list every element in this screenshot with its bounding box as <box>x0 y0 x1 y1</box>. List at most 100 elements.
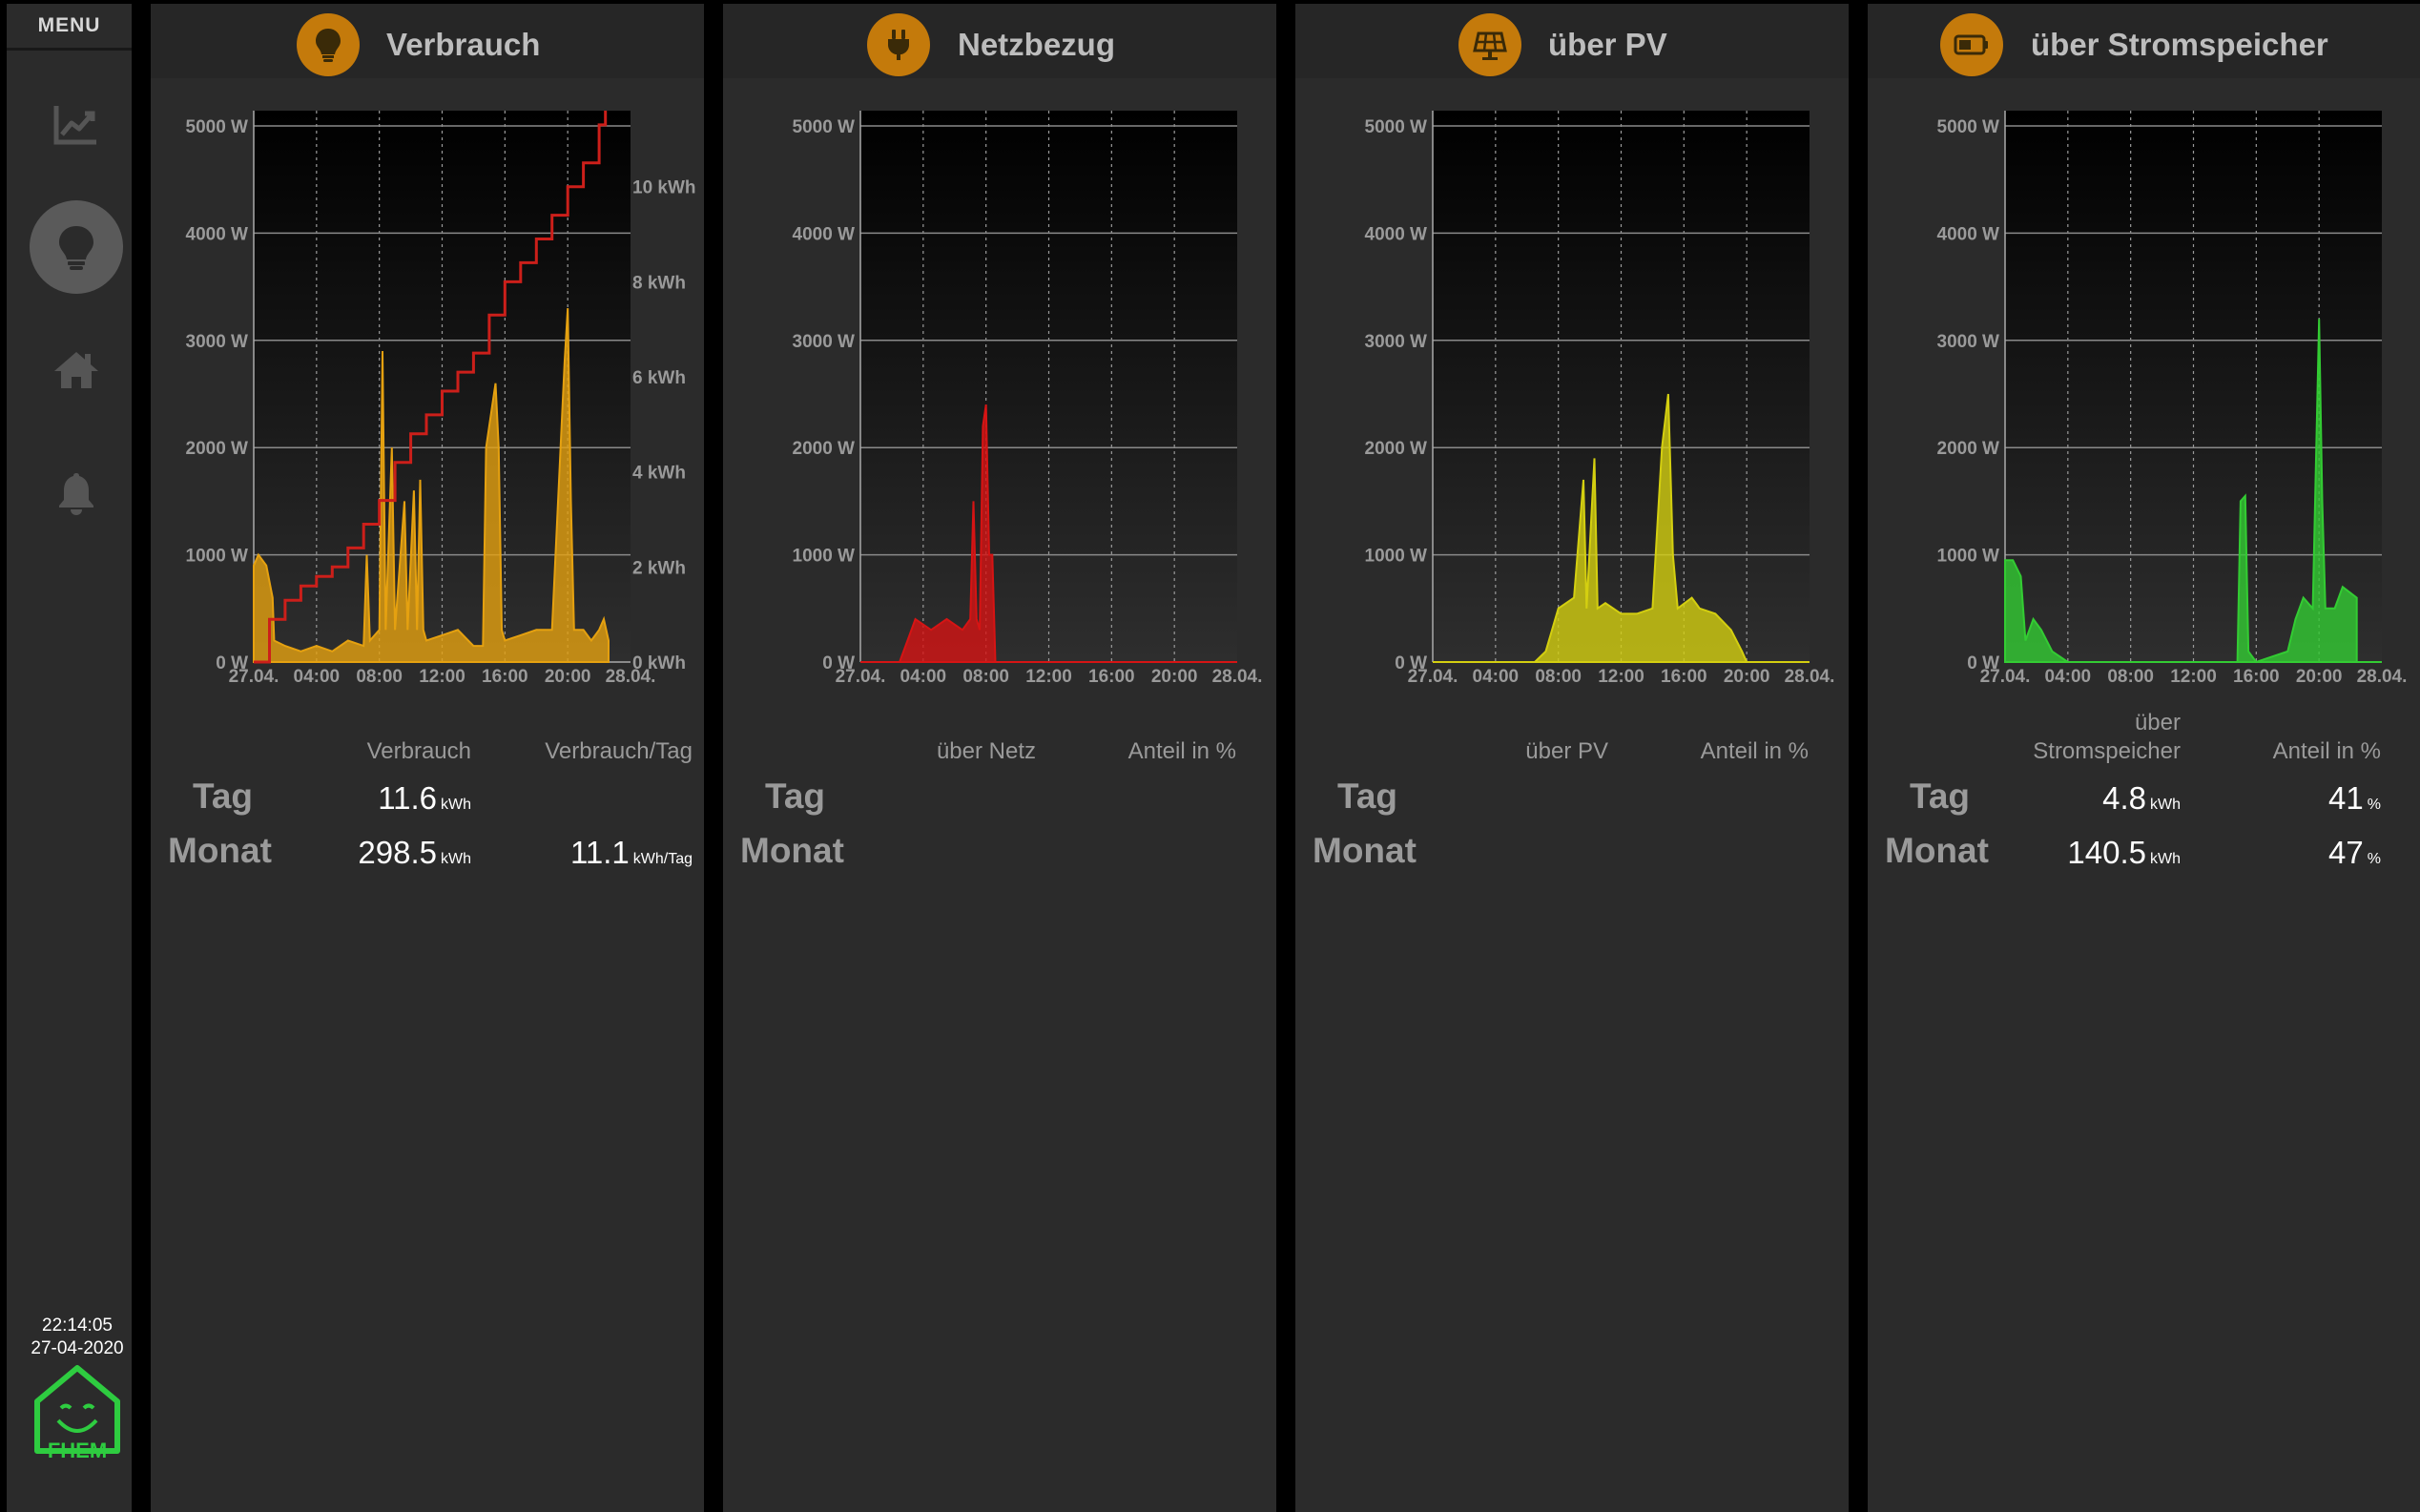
tag-value: 11.6 kWh <box>378 780 471 816</box>
x-tick-label: 28.04. <box>1212 667 1263 687</box>
y-tick-label: 3000 W <box>1365 332 1428 352</box>
x-tick-label: 04:00 <box>2045 667 2092 687</box>
chart-line-icon <box>53 106 96 145</box>
x-tick-label: 20:00 <box>2296 667 2343 687</box>
y-tick-label: 5000 W <box>1937 117 2000 137</box>
x-tick-label: 08:00 <box>1535 667 1582 687</box>
panel-header: Verbrauch <box>151 4 704 78</box>
panel-netzbezug: Netzbezug 27.04. 04:00 08:00 12:00 16:00 20:0… <box>723 4 1276 1512</box>
y-tick-label: 5000 W <box>186 117 249 137</box>
y2-tick-label: 0 kWh <box>632 653 686 673</box>
series-area <box>253 308 610 663</box>
header-icon-badge <box>1940 13 2003 76</box>
x-tick-label: 08:00 <box>962 667 1009 687</box>
y-tick-label: 2000 W <box>1365 439 1428 459</box>
y-tick-label: 4000 W <box>1937 224 2000 244</box>
nav-charts-button[interactable] <box>30 77 123 171</box>
x-tick-label: 08:00 <box>356 667 403 687</box>
x-tick-label: 16:00 <box>482 667 528 687</box>
plug-icon <box>888 30 909 60</box>
row-label-monat: Monat <box>1313 831 1417 870</box>
y2-tick-label: 4 kWh <box>632 464 686 484</box>
y-tick-label: 1000 W <box>793 547 856 567</box>
col1-header-line2: Stromspeicher <box>2033 738 2181 764</box>
x-tick-label: 27.04. <box>1980 667 2031 687</box>
monat-value: 140.5 kWh <box>2067 835 2181 870</box>
row-label-tag: Tag <box>1337 777 1398 816</box>
clock-date: 27-04-2020 <box>31 1338 124 1358</box>
y-tick-label: 3000 W <box>1937 332 2000 352</box>
col1-header: über PV <box>1525 738 1608 764</box>
monat-percent-value: 47% <box>2328 835 2381 870</box>
x-tick-label: 04:00 <box>1473 667 1520 687</box>
nav-notifications-button[interactable] <box>30 446 123 540</box>
menu-divider <box>7 48 132 51</box>
y2-tick-label: 10 kWh <box>632 178 696 198</box>
verbrauch-chart: 27.04. 04:00 08:00 12:00 16:00 20:00 28.04. 0 W… <box>186 111 696 687</box>
y-tick-label: 0 W <box>1395 653 1427 673</box>
menu-button[interactable]: MENU <box>37 14 101 36</box>
x-tick-label: 16:00 <box>1661 667 1707 687</box>
x-tick-label: 27.04. <box>229 667 279 687</box>
x-tick-label: 28.04. <box>2357 667 2408 687</box>
clock-time: 22:14:05 <box>42 1315 113 1336</box>
tag-percent-value: 41% <box>2328 780 2381 816</box>
y-tick-label: 3000 W <box>186 332 249 352</box>
row-label-tag: Tag <box>193 777 254 816</box>
x-tick-label: 27.04. <box>1408 667 1458 687</box>
panel-verbrauch: Verbrauch 27.04. 04:00 08:00 12:00 16:00 20:0… <box>151 4 704 1512</box>
col2-header: Anteil in % <box>1127 738 1236 764</box>
monat-per-day-value: 11.1 kWh/Tag <box>569 835 693 870</box>
home-icon <box>54 352 98 388</box>
x-tick-label: 04:00 <box>294 667 341 687</box>
col2-header: Anteil in % <box>2272 738 2381 764</box>
header-icon-badge <box>1458 13 1521 76</box>
pv-chart: 27.04. 04:00 08:00 12:00 16:00 20:00 28.04. 0 W… <box>1365 111 1834 687</box>
bell-icon <box>59 473 93 515</box>
y-tick-label: 4000 W <box>1365 224 1428 244</box>
y2-tick-label: 2 kWh <box>632 558 686 578</box>
y-tick-label: 2000 W <box>1937 439 2000 459</box>
y-tick-label: 4000 W <box>793 224 856 244</box>
x-tick-label: 04:00 <box>900 667 947 687</box>
fhem-logo-text: FHEM <box>47 1439 108 1462</box>
fhem-logo-icon[interactable] <box>30 1363 125 1468</box>
solar-panel-icon <box>1473 31 1507 60</box>
y-tick-label: 1000 W <box>1937 547 2000 567</box>
panel-header: über PV <box>1295 4 1849 78</box>
col1-header: Verbrauch <box>366 738 471 764</box>
y-tick-label: 5000 W <box>1365 117 1428 137</box>
row-label-monat: Monat <box>168 831 272 870</box>
panel-pv: über PV 27.04. 04:00 08:00 12:00 16:00 20:00 2… <box>1295 4 1849 1512</box>
y-tick-label: 4000 W <box>186 224 249 244</box>
y-tick-label: 2000 W <box>186 439 249 459</box>
x-tick-label: 27.04. <box>836 667 886 687</box>
y-tick-label: 3000 W <box>793 332 856 352</box>
y-tick-label: 1000 W <box>1365 547 1428 567</box>
header-icon-badge <box>297 13 360 76</box>
y-tick-label: 0 W <box>822 653 855 673</box>
header-icon-badge <box>867 13 930 76</box>
monat-value: 298.5 kWh <box>358 835 471 870</box>
y2-tick-label: 6 kWh <box>632 368 686 388</box>
x-tick-label: 16:00 <box>1088 667 1135 687</box>
y-tick-label: 5000 W <box>793 117 856 137</box>
series-area <box>2004 319 2382 664</box>
x-tick-label: 16:00 <box>2233 667 2280 687</box>
row-label-tag: Tag <box>765 777 826 816</box>
panel-title: über Stromspeicher <box>2031 27 2328 62</box>
nav-consumption-button[interactable] <box>30 200 123 294</box>
x-tick-label: 20:00 <box>1151 667 1198 687</box>
col1-header: über Netz <box>936 738 1036 764</box>
x-tick-label: 12:00 <box>1598 667 1644 687</box>
panel-header: über Stromspeicher <box>1868 4 2420 78</box>
nav-home-button[interactable] <box>30 323 123 417</box>
cumulative-line <box>254 111 608 664</box>
y-tick-label: 0 W <box>216 653 248 673</box>
y2-tick-label: 8 kWh <box>632 273 686 293</box>
panel-stromspeicher: über Stromspeicher 27.04. 04:00 08:00 12:00… <box>1868 4 2420 1512</box>
col1-header-line1: über <box>2134 710 2181 735</box>
x-tick-label: 12:00 <box>419 667 465 687</box>
x-tick-label: 28.04. <box>606 667 656 687</box>
panel-title: Netzbezug <box>958 27 1115 62</box>
